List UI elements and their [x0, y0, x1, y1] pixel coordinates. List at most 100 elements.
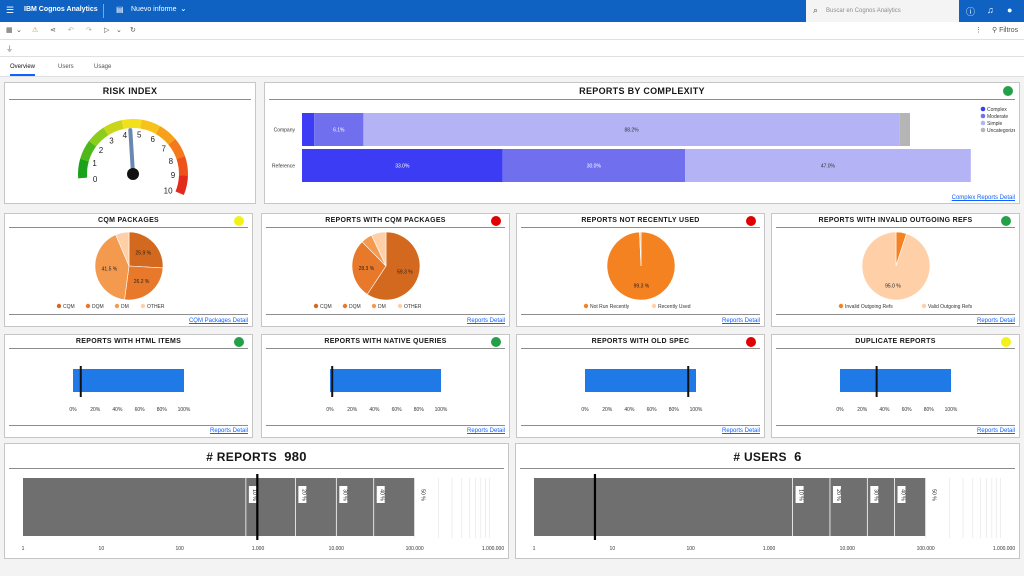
band-label: 50 %	[931, 489, 937, 501]
panel-title: DUPLICATE REPORTS	[855, 338, 936, 345]
axis-tick-label: 100%	[435, 407, 448, 413]
chevron-down-icon[interactable]: ⌄	[116, 27, 122, 34]
hamburger-menu-icon[interactable]: ☰	[6, 5, 15, 15]
complex-reports-detail-link[interactable]: Complex Reports Detail	[951, 195, 1015, 201]
panel-title: REPORTS WITH NATIVE QUERIES	[324, 338, 447, 345]
panel-title: CQM PACKAGES	[97, 217, 160, 224]
legend-label: Uncategorized	[987, 128, 1015, 134]
band-label: 20 %	[300, 489, 306, 501]
divider	[103, 4, 104, 18]
tab-users[interactable]: Users	[58, 64, 74, 70]
detail-link[interactable]: Reports Detail	[721, 428, 760, 434]
notification-icon[interactable]: ♫	[987, 5, 994, 15]
legend-label: Moderate	[987, 114, 1008, 120]
gauge-tick-label: 10	[164, 186, 173, 195]
chevron-down-icon[interactable]: ⌄	[180, 4, 187, 13]
status-indicator	[234, 216, 244, 226]
detail-link[interactable]: CQM Packages Detail	[188, 318, 248, 324]
legend-label: OTHER	[147, 304, 165, 310]
count-value: 6	[794, 449, 802, 464]
count-value: 980	[284, 449, 307, 464]
divider	[776, 425, 1015, 426]
category-label: Reference	[272, 164, 295, 170]
pie-panel: REPORTS NOT RECENTLY USED 99.3 % Not Run …	[516, 213, 765, 327]
filters-button[interactable]: ⚲ Filtros	[992, 26, 1018, 34]
help-icon[interactable]: ⓘ	[966, 7, 976, 17]
pie-slice	[366, 231, 421, 301]
legend-marker	[313, 303, 319, 309]
count-panel: # USERS 6 10 % 20 % 30 % 40 % 50 % 1 10 100 1.00…	[515, 443, 1020, 559]
redo-icon[interactable]: ↷	[86, 27, 92, 34]
count-chart: 10 % 20 % 30 % 40 % 50 % 1 10 100 1.000 10.000 100…	[533, 474, 1015, 552]
status-indicator	[234, 337, 244, 347]
legend-label: Invalid Outgoing Refs	[845, 304, 893, 310]
divider	[266, 314, 505, 315]
chevron-down-icon[interactable]: ⌄	[16, 27, 22, 34]
bar-segment	[363, 113, 900, 146]
detail-link[interactable]: Reports Detail	[976, 428, 1015, 434]
tab-bar: Overview Users Usage	[0, 57, 1024, 77]
status-indicator	[491, 216, 501, 226]
gauge-segment	[77, 158, 89, 179]
data-label: 88.2%	[624, 128, 639, 134]
detail-link[interactable]: Reports Detail	[976, 318, 1015, 324]
warning-icon[interactable]: ⚠	[32, 27, 39, 34]
run-icon[interactable]: ▷	[104, 27, 110, 34]
panel-title: REPORTS BY COMPLEXITY	[579, 86, 705, 96]
detail-link[interactable]: Reports Detail	[209, 428, 248, 434]
count-bar	[534, 478, 926, 536]
legend-marker	[980, 120, 986, 126]
pie-slice	[94, 234, 130, 301]
axis-tick-label: 1	[533, 546, 536, 552]
axis-tick-label: 100%	[690, 407, 703, 413]
user-icon[interactable]: ●	[1007, 5, 1013, 15]
gauge-segment	[155, 126, 176, 145]
legend-marker	[397, 303, 403, 309]
pie-chart: 99.3 % Not Run Recently Recently Used	[583, 231, 691, 310]
axis-tick-label: 80%	[414, 407, 425, 413]
tab-overview[interactable]: Overview	[10, 64, 36, 76]
gauge-tick-label: 5	[137, 130, 142, 139]
pie-chart: 95.0 % Invalid Outgoing Refs Valid Outgoin…	[838, 231, 973, 310]
category-label: Company	[274, 128, 296, 134]
legend-marker	[980, 113, 986, 119]
gauge-segment	[175, 175, 188, 195]
bullet-chart: 0% 20% 40% 60% 80% 100%	[69, 366, 191, 413]
detail-link[interactable]: Reports Detail	[466, 428, 505, 434]
refresh-icon[interactable]: ↻	[130, 27, 136, 34]
slice-label: 59.3 %	[397, 270, 413, 276]
filter-icon[interactable]: ⏚	[6, 46, 13, 53]
detail-link[interactable]: Reports Detail	[466, 318, 505, 324]
detail-link[interactable]: Reports Detail	[721, 318, 760, 324]
pie-panel: REPORTS WITH CQM PACKAGES 59.3 % 28.3 % CQ…	[261, 213, 510, 327]
legend-label: DQM	[349, 304, 361, 310]
panel-title: REPORTS WITH HTML ITEMS	[75, 338, 182, 345]
search-input[interactable]: Buscar en Cognos Analytics	[826, 8, 901, 14]
axis-tick-label: 20%	[347, 407, 358, 413]
divider	[521, 227, 760, 228]
bar-segment	[314, 113, 364, 146]
gauge-tick-label: 3	[109, 136, 114, 145]
panel-title: REPORTS WITH INVALID OUTGOING REFS	[818, 217, 973, 224]
legend-label: DM	[378, 304, 386, 310]
divider	[521, 314, 760, 315]
axis-tick-label: 1.000	[252, 546, 265, 552]
band-label: 40 %	[379, 489, 385, 501]
tab-usage[interactable]: Usage	[94, 64, 112, 70]
band-label: 40 %	[899, 489, 905, 501]
status-indicator	[1001, 216, 1011, 226]
view-icon[interactable]: ▦	[6, 27, 13, 34]
more-icon[interactable]: ⋮	[975, 27, 982, 34]
divider	[9, 227, 248, 228]
gauge-segment	[168, 138, 186, 160]
gauge-tick-label: 9	[171, 171, 176, 180]
panel-title: REPORTS WITH CQM PACKAGES	[325, 217, 446, 224]
progress-bar	[330, 369, 441, 392]
share-icon[interactable]: ⋖	[50, 27, 56, 34]
band-label-bg	[870, 486, 879, 503]
report-name[interactable]: Nuevo informe	[131, 6, 177, 13]
undo-icon[interactable]: ↶	[68, 27, 74, 34]
search-box[interactable]: ⌕ Buscar en Cognos Analytics	[806, 0, 959, 22]
slice-label: 99.3 %	[634, 284, 650, 290]
axis-tick-label: 80%	[157, 407, 168, 413]
